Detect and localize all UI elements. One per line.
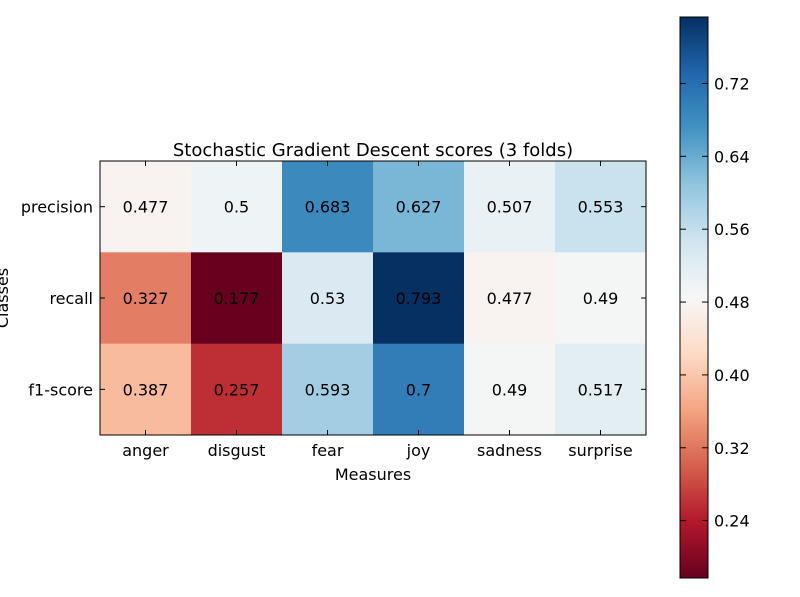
cell-value-label: 0.517 — [578, 380, 624, 399]
cell-value-label: 0.553 — [578, 198, 624, 217]
x-axis: anger disgust fear joy sadness surprise — [122, 161, 633, 460]
cell-value-label: 0.387 — [123, 380, 169, 399]
cell-value-label: 0.49 — [583, 289, 619, 308]
heatmap-cell — [464, 252, 556, 345]
cell-value-label: 0.7 — [406, 380, 431, 399]
heatmap-cell — [100, 161, 192, 253]
heatmap-cell — [464, 161, 556, 253]
cell-value-label: 0.793 — [396, 289, 442, 308]
heatmap-cell — [100, 252, 192, 345]
heatmap-cell — [464, 343, 556, 436]
heatmap-cell — [373, 343, 465, 436]
colorbar-tick-label: 0.56 — [714, 220, 750, 239]
heatmap-cell — [373, 252, 465, 345]
y-tick-label: recall — [49, 289, 93, 308]
heatmap-cell — [282, 252, 374, 345]
cell-value-label: 0.177 — [214, 289, 260, 308]
x-tick-label: anger — [122, 441, 169, 460]
x-tick-label: fear — [312, 441, 344, 460]
colorbar-tick-label: 0.32 — [714, 439, 750, 458]
cell-value-label: 0.477 — [487, 289, 533, 308]
colorbar-tick-label: 0.64 — [714, 147, 750, 166]
heatmap-cell — [100, 343, 192, 436]
heatmap-cell — [282, 343, 374, 436]
chart-title: Stochastic Gradient Descent scores (3 fo… — [173, 140, 573, 161]
y-axis: precision recall f1-score — [21, 198, 646, 399]
x-tick-label: joy — [406, 441, 431, 460]
heatmap-cell — [555, 252, 647, 345]
heatmap-cell — [282, 161, 374, 253]
heatmap-cell — [191, 252, 283, 345]
cell-value-label: 0.507 — [487, 198, 533, 217]
cell-value-label: 0.683 — [305, 198, 351, 217]
heatmap-cell — [191, 343, 283, 436]
y-tick-label: f1-score — [28, 380, 93, 399]
heatmap-cell-labels: 0.477 0.5 0.683 0.627 0.507 0.553 0.327 0.177 0.… — [123, 198, 624, 400]
colorbar-tick-label: 0.24 — [714, 512, 750, 531]
y-tick-label: precision — [21, 198, 93, 217]
heatmap-cell — [555, 343, 647, 436]
colorbar-tick-label: 0.40 — [714, 366, 750, 385]
y-axis-label: Classes — [0, 268, 12, 328]
cell-value-label: 0.49 — [492, 380, 528, 399]
heatmap-cell — [191, 161, 283, 253]
colorbar-tick-label: 0.48 — [714, 293, 750, 312]
x-tick-label: surprise — [568, 441, 632, 460]
x-axis-label: Measures — [335, 465, 411, 484]
cell-value-label: 0.53 — [310, 289, 346, 308]
cell-value-label: 0.327 — [123, 289, 169, 308]
heatmap-cell — [555, 161, 647, 253]
cell-value-label: 0.5 — [224, 198, 249, 217]
heatmap-cells — [100, 161, 647, 436]
colorbar-ticks: 0.24 0.32 0.40 0.48 0.56 0.64 0.72 — [680, 74, 750, 531]
colorbar — [679, 16, 709, 579]
cell-value-label: 0.627 — [396, 198, 442, 217]
colorbar-tick-label: 0.72 — [714, 74, 750, 93]
heatmap-cell — [373, 161, 465, 253]
cell-value-label: 0.477 — [123, 198, 169, 217]
cell-value-label: 0.257 — [214, 380, 260, 399]
x-tick-label: sadness — [477, 441, 542, 460]
cell-value-label: 0.593 — [305, 380, 351, 399]
x-tick-label: disgust — [208, 441, 266, 460]
